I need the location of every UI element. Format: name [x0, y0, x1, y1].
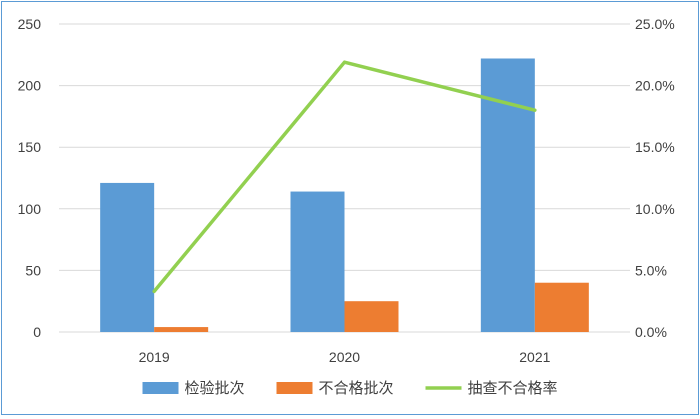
bar-不合格批次-2019 — [154, 327, 208, 332]
legend-item-不合格批次: 不合格批次 — [277, 380, 394, 397]
combo-chart: 0 50 100 150 200 250 0.0% 5.0% 10.0% 15.0% 20.0% 2… — [2, 2, 698, 414]
y-left-tick-label: 200 — [18, 78, 42, 94]
legend-swatch — [143, 382, 179, 394]
bar-检验批次-2020 — [291, 192, 345, 332]
x-tick-label: 2019 — [139, 349, 170, 365]
y-axis-left: 0 50 100 150 200 250 — [18, 16, 42, 340]
y-left-tick-label: 50 — [25, 262, 41, 278]
y-axis-right: 0.0% 5.0% 10.0% 15.0% 20.0% 25.0% — [635, 16, 675, 340]
bars — [100, 58, 589, 332]
x-axis: 2019 2020 2021 — [139, 349, 551, 365]
bar-检验批次-2019 — [100, 183, 154, 332]
y-right-tick-label: 25.0% — [635, 16, 675, 32]
legend-item-检验批次: 检验批次 — [143, 380, 245, 397]
y-left-tick-label: 250 — [18, 16, 42, 32]
y-right-tick-label: 10.0% — [635, 201, 675, 217]
x-tick-label: 2021 — [519, 349, 550, 365]
bar-不合格批次-2021 — [535, 283, 589, 332]
y-right-tick-label: 5.0% — [635, 262, 667, 278]
legend-label: 检验批次 — [185, 380, 245, 397]
legend-item-抽查不合格率: 抽查不合格率 — [426, 380, 558, 397]
y-left-tick-label: 100 — [18, 201, 42, 217]
legend-label: 不合格批次 — [319, 380, 394, 397]
legend-label: 抽查不合格率 — [468, 380, 558, 397]
x-tick-label: 2020 — [329, 349, 360, 365]
y-right-tick-label: 20.0% — [635, 78, 675, 94]
legend-swatch — [277, 382, 313, 394]
y-right-tick-label: 15.0% — [635, 139, 675, 155]
bar-不合格批次-2020 — [345, 301, 399, 332]
y-right-tick-label: 0.0% — [635, 324, 667, 340]
legend: 检验批次 不合格批次 抽查不合格率 — [143, 380, 558, 397]
y-left-tick-label: 0 — [33, 324, 41, 340]
y-left-tick-label: 150 — [18, 139, 42, 155]
